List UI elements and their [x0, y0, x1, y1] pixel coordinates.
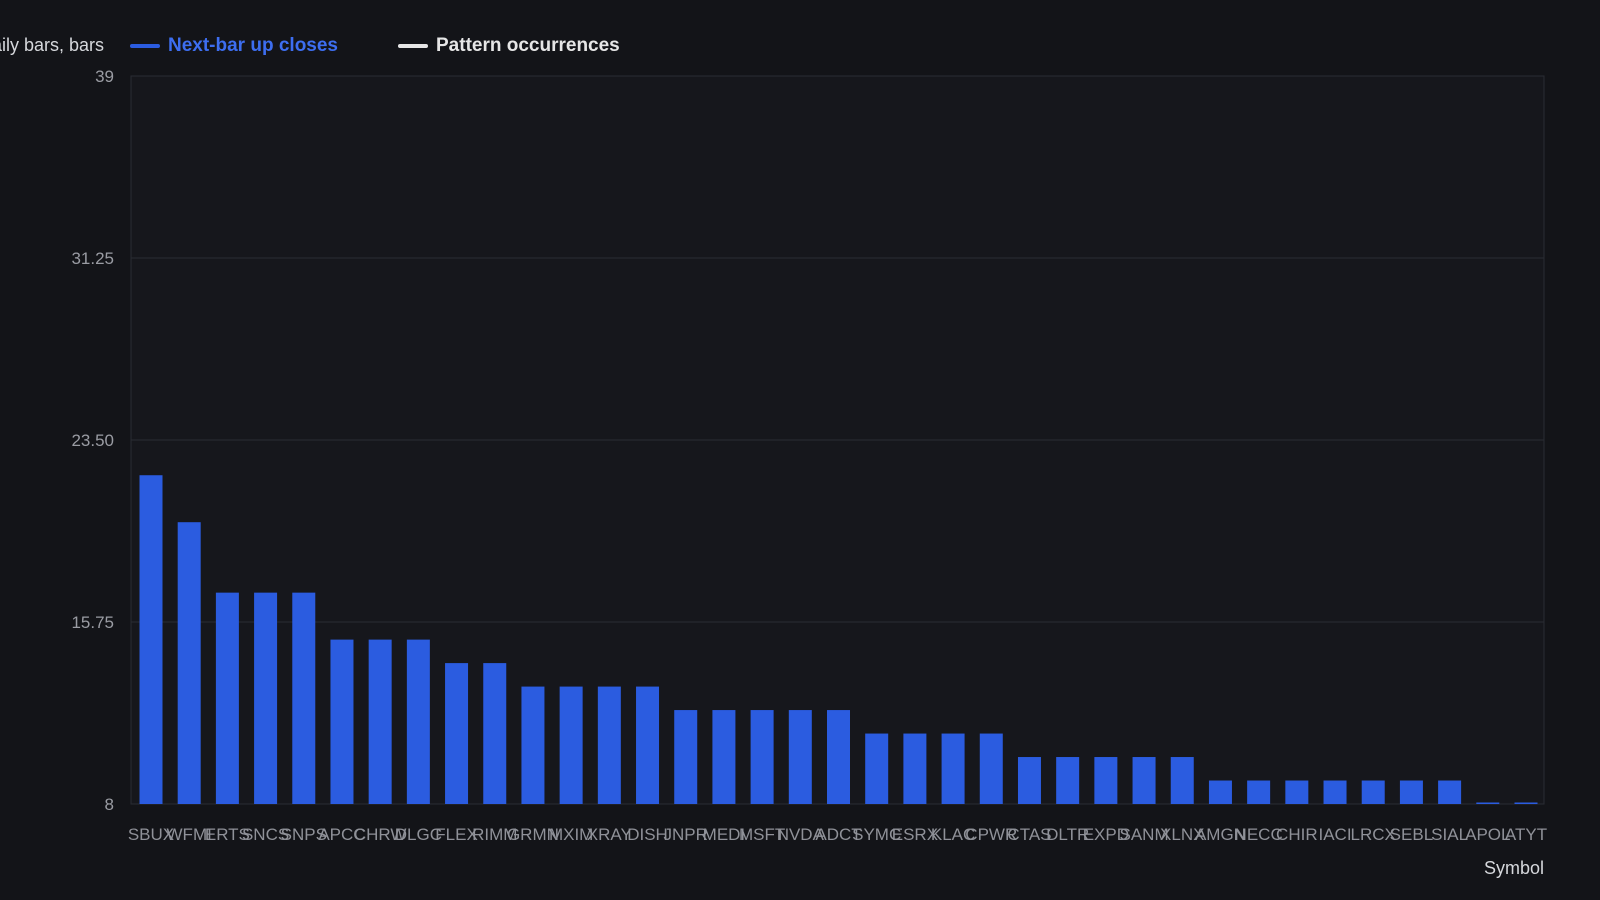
bar-flex[interactable] — [445, 663, 469, 804]
x-axis-label: Symbol — [1484, 858, 1544, 878]
bar-adct[interactable] — [827, 710, 850, 804]
bar-grmn[interactable] — [521, 686, 545, 804]
x-tick-label: SIAL — [1431, 825, 1468, 844]
y-tick-label: 15.75 — [71, 613, 114, 632]
bar-amgn[interactable] — [1208, 780, 1232, 804]
bar-wfmi[interactable] — [177, 522, 201, 804]
x-tick-label: ESRX — [892, 825, 938, 844]
x-tick-label: SANM — [1119, 825, 1168, 844]
legend-label: Next-bar up closes — [168, 35, 338, 56]
bar-chrw[interactable] — [368, 639, 392, 804]
x-tick-label: WFMI — [167, 825, 212, 844]
x-tick-label: RIMM — [472, 825, 517, 844]
x-tick-label: MEDI — [703, 825, 746, 844]
bar-nvda[interactable] — [788, 710, 812, 804]
y-tick-label: 23.50 — [71, 431, 114, 450]
legend-title: aily bars, bars — [0, 35, 105, 55]
bar-sial[interactable] — [1438, 780, 1462, 804]
gridlines — [131, 257, 1544, 623]
bar-sanm[interactable] — [1132, 757, 1156, 804]
x-tick-label: NVDA — [777, 825, 825, 844]
legend-swatch-line-icon — [398, 44, 428, 48]
x-tick-label: XLNX — [1160, 825, 1204, 844]
bar-esrx[interactable] — [903, 733, 927, 804]
bar-lrcx[interactable] — [1361, 780, 1385, 804]
x-tick-label: DLTR — [1046, 825, 1089, 844]
bar-chir[interactable] — [1285, 780, 1309, 804]
bars — [139, 475, 1538, 805]
x-tick-label: MXIM — [549, 825, 593, 844]
legend-item-next-bar-up-closes[interactable]: Next-bar up closes — [130, 32, 338, 60]
x-tick-label: CHRW — [354, 825, 407, 844]
bar-symc[interactable] — [865, 733, 889, 804]
x-tick-label: SNCS — [242, 825, 289, 844]
x-tick-label: MSFT — [739, 825, 785, 844]
x-tick-label: DISH — [627, 825, 668, 844]
x-tick-label: DLGC — [395, 825, 442, 844]
bar-sebl[interactable] — [1399, 780, 1423, 804]
bar-klac[interactable] — [941, 733, 965, 804]
x-tick-label: IACI — [1318, 825, 1351, 844]
bar-dlgc[interactable] — [406, 639, 430, 804]
x-tick-label: XRAY — [587, 825, 632, 844]
bar-atyt[interactable] — [1514, 802, 1538, 805]
x-tick-label: APOL — [1465, 825, 1510, 844]
bar-rimm[interactable] — [483, 663, 507, 804]
x-tick-label: JNPR — [664, 825, 708, 844]
x-tick-label: KLAC — [931, 825, 975, 844]
bar-sncs[interactable] — [254, 592, 278, 804]
x-tick-label: EXPD — [1083, 825, 1129, 844]
x-axis-tick-labels: SBUXWFMIERTSSNCSSNPSAPCCCHRWDLGCFLEXRIMM… — [128, 825, 1547, 844]
x-tick-label: NECC — [1235, 825, 1283, 844]
x-tick-label: AMGN — [1195, 825, 1246, 844]
bar-erts[interactable] — [215, 592, 239, 804]
x-tick-label: SYMC — [852, 825, 901, 844]
legend-label: Pattern occurrences — [436, 35, 620, 56]
x-tick-label: CPWR — [965, 825, 1017, 844]
x-tick-label: LRCX — [1351, 825, 1396, 844]
bar-apcc[interactable] — [330, 639, 354, 804]
x-tick-label: SEBL — [1390, 825, 1433, 844]
bar-xlnx[interactable] — [1170, 757, 1194, 804]
y-tick-label: 31.25 — [71, 249, 114, 268]
x-tick-label: APCC — [318, 825, 365, 844]
bar-apol[interactable] — [1476, 802, 1500, 805]
y-tick-label: 39 — [95, 67, 114, 86]
x-tick-label: CTAS — [1007, 825, 1051, 844]
x-tick-label: ATYT — [1505, 825, 1547, 844]
x-tick-label: CHIR — [1276, 825, 1318, 844]
x-tick-label: GRMN — [507, 825, 559, 844]
y-axis-tick-labels: 39 31.25 23.50 15.75 8 — [71, 67, 114, 814]
bar-xray[interactable] — [597, 686, 621, 804]
bar-snps[interactable] — [292, 592, 316, 804]
bar-mxim[interactable] — [559, 686, 583, 804]
bar-dish[interactable] — [636, 686, 660, 804]
legend-item-pattern-occurrences[interactable]: Pattern occurrences — [398, 32, 620, 60]
legend: aily bars, bars Next-bar up closes Patte… — [0, 32, 800, 60]
x-tick-label: SBUX — [128, 825, 174, 844]
legend-swatch-line-icon — [130, 44, 160, 48]
x-tick-label: FLEX — [435, 825, 478, 844]
x-tick-label: SNPS — [281, 825, 327, 844]
bar-dltr[interactable] — [1056, 757, 1080, 804]
bar-expd[interactable] — [1094, 757, 1118, 804]
x-tick-label: ADCT — [815, 825, 861, 844]
bar-cpwr[interactable] — [979, 733, 1003, 804]
bar-ctas[interactable] — [1017, 757, 1041, 804]
bar-msft[interactable] — [750, 710, 774, 804]
bar-jnpr[interactable] — [674, 710, 698, 804]
bar-medi[interactable] — [712, 710, 736, 804]
bar-sbux[interactable] — [139, 475, 163, 804]
bar-iaci[interactable] — [1323, 780, 1347, 804]
bar-necc[interactable] — [1247, 780, 1271, 804]
y-tick-label: 8 — [105, 795, 114, 814]
x-tick-label: ERTS — [205, 825, 250, 844]
